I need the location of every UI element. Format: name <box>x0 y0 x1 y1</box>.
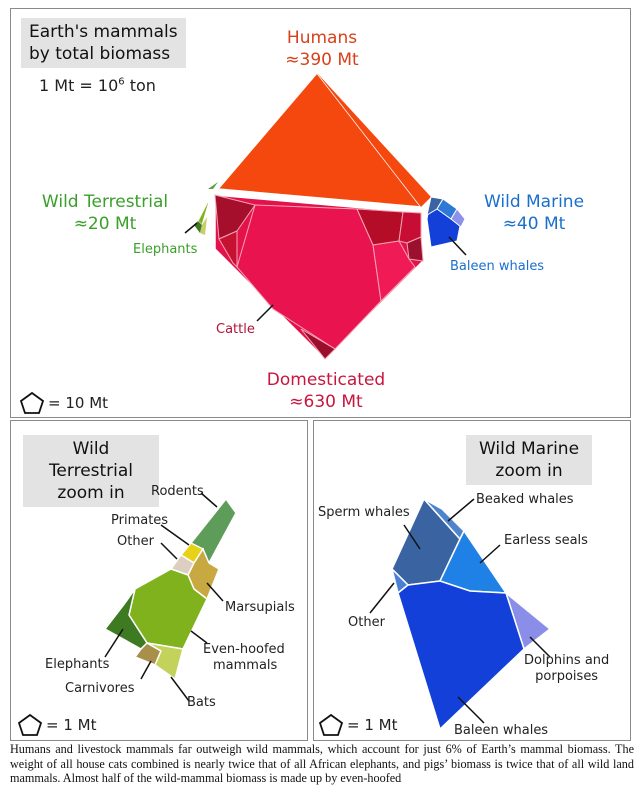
terrestrial-voronoi-diagram <box>103 492 237 702</box>
unit-prefix: 1 Mt = 10 <box>39 76 119 95</box>
main-biomass-panel: Earth's mammals by total biomass 1 Mt = … <box>10 8 631 418</box>
wild-marine-zoom-panel: Wild Marine zoom in Sperm whales Beaked … <box>313 420 631 741</box>
terrestrial-title-line1: Wild Terrestrial <box>48 439 134 481</box>
wild-marine-value-text: ≈40 Mt <box>502 214 566 234</box>
humans-cell <box>216 71 423 208</box>
wild-terrestrial-label: Wild Terrestrial ≈20 Mt <box>35 191 175 235</box>
dolphins-line2: porpoises <box>535 669 599 684</box>
baleen-whales-marine-label: Baleen whales <box>454 723 549 738</box>
baleen-leader-line <box>448 236 467 256</box>
other-terrestrial-label: Other <box>117 534 154 549</box>
pentagon-icon <box>17 713 43 736</box>
main-title-line1: Earth's mammals <box>29 22 178 42</box>
terrestrial-title-line2: zoom in <box>57 483 125 503</box>
carnivores-label: Carnivores <box>65 681 135 696</box>
baleen-whales-cell <box>397 580 525 731</box>
domesticated-cell-f <box>372 240 416 303</box>
terrestrial-leader-lines <box>104 492 224 702</box>
terrestrial-legend-text: = 1 Mt <box>46 716 97 734</box>
main-title-box: Earth's mammals by total biomass <box>21 18 186 68</box>
unit-exponent: 6 <box>118 76 125 88</box>
domesticated-label-text: Domesticated <box>266 370 386 390</box>
domesticated-value-text: ≈630 Mt <box>289 392 363 412</box>
sperm-whales-label: Sperm whales <box>318 505 410 520</box>
wild-terrestrial-zoom-panel: Wild Terrestrial zoom in Rodents Primate… <box>10 420 308 741</box>
pentagon-icon <box>318 713 344 736</box>
marsupials-label: Marsupials <box>225 600 295 615</box>
humans-label: Humans ≈390 Mt <box>267 27 377 71</box>
baleen-whales-label: Baleen whales <box>450 259 545 274</box>
other-marine-label: Other <box>348 615 385 630</box>
domesticated-label: Domesticated ≈630 Mt <box>256 369 396 413</box>
elephants-label: Elephants <box>133 242 198 257</box>
wild-terrestrial-value-text: ≈20 Mt <box>73 214 137 234</box>
cattle-cell <box>236 204 382 350</box>
primates-label: Primates <box>111 513 169 528</box>
wild-marine-label-text: Wild Marine <box>483 192 585 212</box>
wild-marine-label: Wild Marine ≈40 Mt <box>474 191 594 235</box>
terrestrial-title-box: Wild Terrestrial zoom in <box>23 435 159 507</box>
even-hoofed-line1: Even-hoofed <box>203 642 285 657</box>
elephants-terrestrial-label: Elephants <box>45 657 110 672</box>
humans-label-text: Humans <box>286 28 358 48</box>
main-title-line2: by total biomass <box>29 44 171 64</box>
domesticated-cell-b <box>218 230 238 269</box>
dolphins-label: Dolphins and porpoises <box>524 653 609 685</box>
marine-title-line1: Wild Marine <box>478 439 580 459</box>
wild-terrestrial-mini-c <box>200 217 207 235</box>
pentagon-icon <box>19 391 45 414</box>
cattle-label: Cattle <box>216 322 255 337</box>
dolphins-line1: Dolphins and <box>524 653 610 668</box>
terrestrial-legend: = 1 Mt <box>17 713 96 737</box>
even-hoofed-line2: mammals <box>213 658 278 673</box>
cattle-leader-line <box>256 304 274 322</box>
wild-terrestrial-mini-b <box>208 182 218 189</box>
beaked-whales-label: Beaked whales <box>476 492 574 507</box>
marine-legend: = 1 Mt <box>318 713 397 737</box>
bats-cell <box>146 642 184 681</box>
wild-terrestrial-label-text: Wild Terrestrial <box>41 192 169 212</box>
marine-legend-text: = 1 Mt <box>347 716 398 734</box>
domesticated-cell-g <box>300 328 336 360</box>
unit-suffix: ton <box>124 76 156 95</box>
main-legend-text: = 10 Mt <box>48 394 109 412</box>
elephants-leader-line <box>184 222 198 234</box>
earless-seals-label: Earless seals <box>504 533 588 548</box>
marine-title-box: Wild Marine zoom in <box>466 435 592 485</box>
humans-edge-cell <box>317 73 431 207</box>
even-hoofed-label: Even-hoofed mammals <box>203 642 285 674</box>
main-legend: = 10 Mt <box>19 391 108 415</box>
rodents-label: Rodents <box>151 484 204 499</box>
marine-mini-dolphins <box>450 208 466 228</box>
marine-voronoi-diagram <box>369 497 552 731</box>
main-voronoi-diagram <box>184 71 467 361</box>
marine-title-line2: zoom in <box>495 461 563 481</box>
figure-caption: Humans and livestock mammals far outweig… <box>10 742 634 786</box>
humans-value-text: ≈390 Mt <box>285 50 359 70</box>
unit-note: 1 Mt = 106 ton <box>39 76 156 95</box>
marine-leader-lines <box>369 498 551 724</box>
bats-label: Bats <box>187 695 216 710</box>
domesticated-cell-e <box>406 236 424 262</box>
